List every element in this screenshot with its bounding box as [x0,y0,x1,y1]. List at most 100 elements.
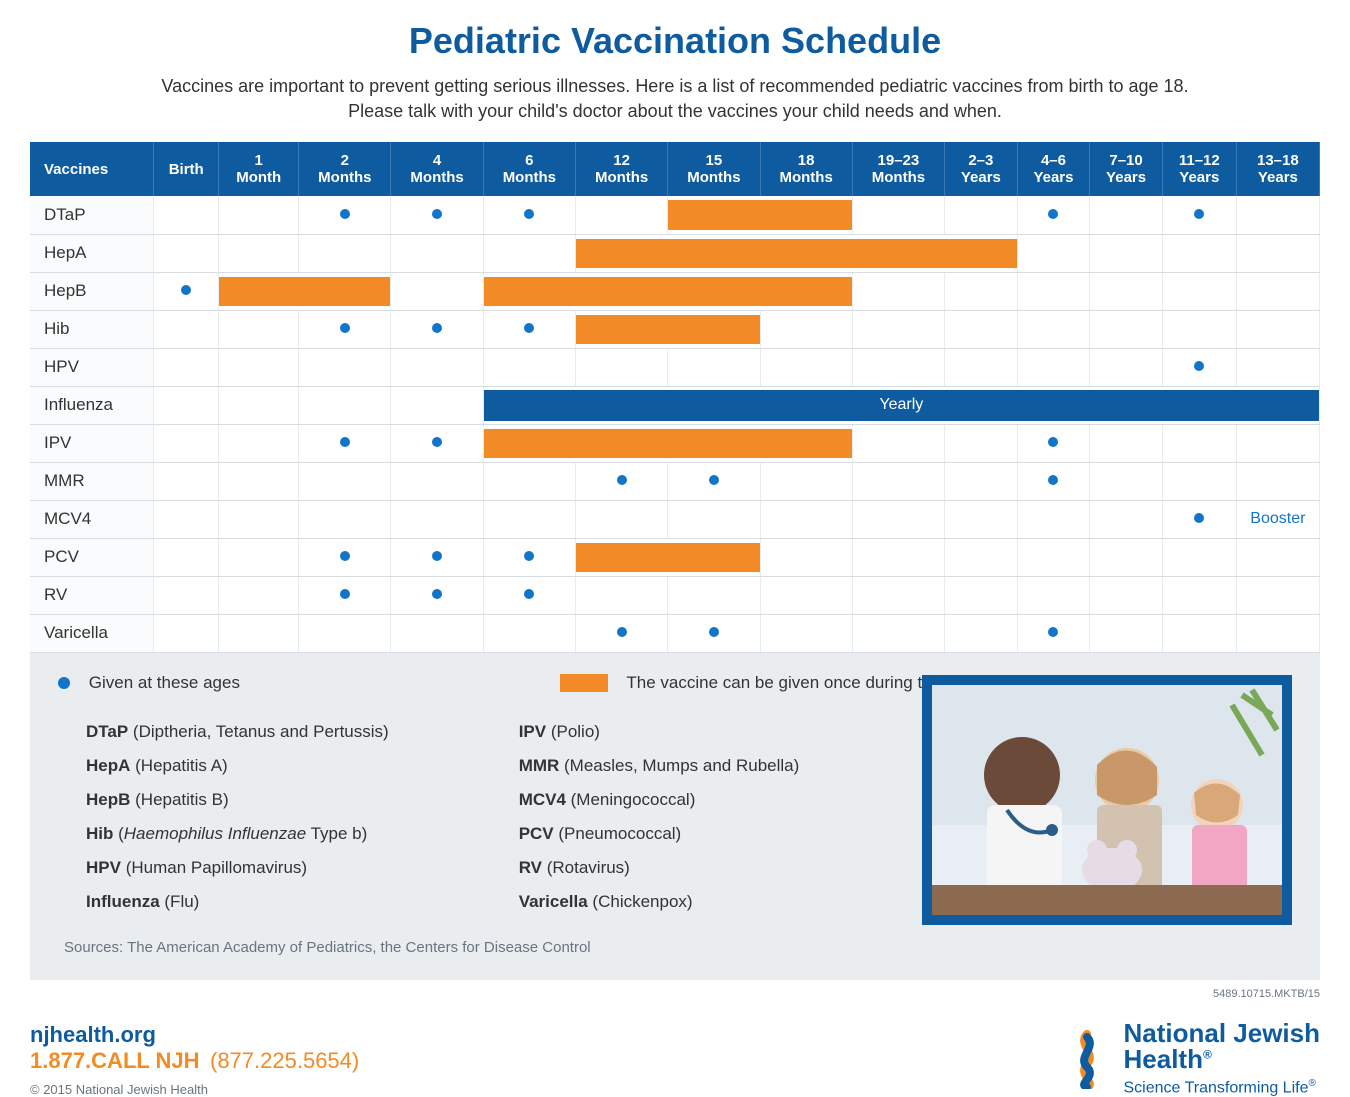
dose-dot-icon [709,627,719,637]
schedule-cell [852,424,944,462]
schedule-cell [154,576,219,614]
schedule-cell [299,500,391,538]
vaccination-schedule-table: VaccinesBirth1Month2Months4Months6Months… [30,142,1320,653]
schedule-cell [219,196,299,234]
dose-dot-icon [432,437,442,447]
schedule-cell [154,386,219,424]
schedule-cell [219,462,299,500]
age-range-bar [484,429,852,458]
schedule-cell [154,500,219,538]
schedule-cell [1162,462,1236,500]
schedule-cell [483,614,575,652]
schedule-cell [1162,348,1236,386]
table-row: DTaP [30,196,1320,234]
schedule-cell [299,424,391,462]
schedule-cell [391,310,483,348]
dose-dot-icon [524,589,534,599]
col-header-age: 4–6Years [1017,142,1090,196]
schedule-cell [299,462,391,500]
schedule-cell [1090,538,1163,576]
schedule-cell: Booster [1236,500,1319,538]
schedule-cell [483,348,575,386]
dose-dot-icon [1194,513,1204,523]
schedule-cell [1162,424,1236,462]
col-header-age: 7–10Years [1090,142,1163,196]
schedule-cell [391,272,483,310]
col-header-age: 11–12Years [1162,142,1236,196]
schedule-cell [945,462,1018,500]
legend-range-swatch [560,674,608,692]
vaccine-definition: MMR (Measles, Mumps and Rubella) [519,749,800,783]
schedule-cell [1090,234,1163,272]
table-header-row: VaccinesBirth1Month2Months4Months6Months… [30,142,1320,196]
dose-dot-icon [709,475,719,485]
table-row: MCV4 Booster [30,500,1320,538]
schedule-cell [945,310,1018,348]
schedule-cell [219,576,299,614]
schedule-cell [1017,538,1090,576]
dose-dot-icon [524,323,534,333]
schedule-cell [575,348,667,386]
legend-dot-icon [58,677,70,689]
schedule-cell [668,348,760,386]
schedule-cell [1236,462,1319,500]
schedule-cell [852,310,944,348]
document-number: 5489.10715.MKTB/15 [1213,988,1320,1000]
footer-phone-numeric: (877.225.5654) [210,1048,359,1073]
age-range-bar [484,277,852,306]
vaccine-name-cell: Hib [30,310,154,348]
footer-phone-vanity: 1.877.CALL NJH [30,1048,200,1073]
definitions-col-2: IPV (Polio)MMR (Measles, Mumps and Rubel… [519,715,800,919]
dose-dot-icon [340,209,350,219]
table-row: Varicella [30,614,1320,652]
schedule-cell [219,614,299,652]
schedule-cell [1236,196,1319,234]
dose-dot-icon [1048,475,1058,485]
table-row: HPV [30,348,1320,386]
schedule-cell [945,348,1018,386]
schedule-cell [945,614,1018,652]
footer-url: njhealth.org [30,1022,359,1048]
vaccine-name-cell: PCV [30,538,154,576]
col-header-age: 15Months [668,142,760,196]
page-title: Pediatric Vaccination Schedule [30,20,1320,62]
footer-copyright: © 2015 National Jewish Health [30,1082,359,1097]
njh-logo-text: National Jewish Health® Science Transfor… [1124,1020,1321,1097]
schedule-cell [945,196,1018,234]
schedule-cell [760,462,852,500]
vaccine-name-cell: DTaP [30,196,154,234]
vaccine-name-cell: MCV4 [30,500,154,538]
schedule-cell [483,462,575,500]
schedule-cell [391,614,483,652]
col-header-age: 6Months [483,142,575,196]
sources-text: Sources: The American Academy of Pediatr… [58,939,1292,956]
schedule-cell [391,196,483,234]
schedule-cell [219,500,299,538]
schedule-cell [575,196,667,234]
vaccine-name-cell: RV [30,576,154,614]
schedule-cell [219,386,299,424]
schedule-cell [483,272,852,310]
col-header-age: 4Months [391,142,483,196]
schedule-cell [1162,538,1236,576]
age-range-bar [576,239,1017,268]
table-row: InfluenzaYearly [30,386,1320,424]
dose-dot-icon [181,285,191,295]
schedule-cell [668,614,760,652]
schedule-cell [1017,500,1090,538]
njh-logo-icon [1062,1029,1112,1089]
schedule-cell [391,538,483,576]
table-row: MMR [30,462,1320,500]
schedule-cell [852,500,944,538]
legend-dot-label: Given at these ages [89,673,240,692]
influenza-yearly-bar: Yearly [484,390,1319,421]
schedule-cell [575,310,760,348]
dose-dot-icon [432,551,442,561]
schedule-cell [1017,424,1090,462]
schedule-cell [852,576,944,614]
schedule-cell [1090,614,1163,652]
vaccine-name-cell: IPV [30,424,154,462]
brand-tagline: Science Transforming Life® [1124,1078,1321,1097]
legend-wrap: Given at these ages The vaccine can be g… [30,653,1320,980]
schedule-cell [760,348,852,386]
